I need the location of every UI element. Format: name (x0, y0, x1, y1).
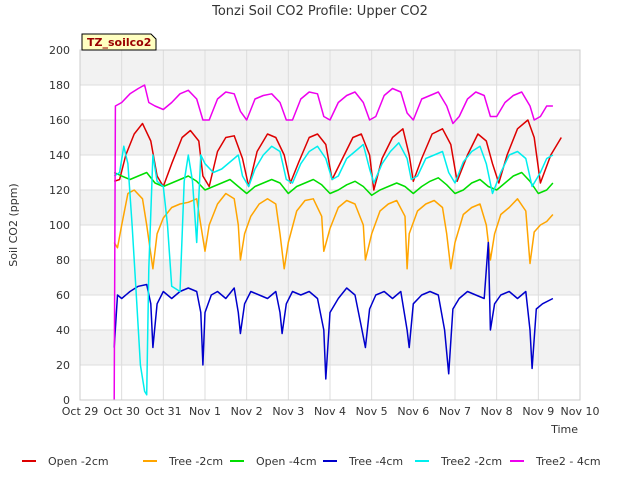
y-tick-label: 100 (49, 219, 70, 232)
chart-title: Tonzi Soil CO2 Profile: Upper CO2 (211, 4, 428, 19)
legend-label: Open -4cm (256, 455, 317, 468)
plot-frame (79, 49, 581, 401)
y-tick-label: 140 (49, 149, 70, 162)
y-tick-label: 120 (49, 184, 70, 197)
y-tick-label: 80 (56, 254, 70, 267)
series-line-2 (113, 171, 554, 197)
series-line-3 (113, 241, 554, 380)
y-axis-label: Soil CO2 (ppm) (7, 183, 20, 266)
x-tick-label: Nov 1 (189, 405, 221, 418)
series-layer (113, 84, 562, 401)
y-tick-label: 0 (63, 394, 70, 407)
x-tick-label: Nov 4 (314, 405, 346, 418)
x-tick-label: Oct 30 (103, 405, 140, 418)
y-tick-label: 180 (49, 79, 70, 92)
series-line-4 (113, 142, 554, 396)
y-tick-label: 60 (56, 289, 70, 302)
y-tick-label: 40 (56, 324, 70, 337)
x-tick-label: Nov 3 (272, 405, 304, 418)
x-tick-label: Oct 31 (145, 405, 182, 418)
y-tick-label: 200 (49, 44, 70, 57)
legend-label: Tree -2cm (168, 455, 223, 468)
legend-label: Tree -4cm (348, 455, 403, 468)
x-tick-label: Nov 8 (481, 405, 513, 418)
x-axis-label: Time (550, 423, 578, 436)
x-tick-label: Nov 2 (231, 405, 263, 418)
y-axis-ticks: 0 20 40 60 80 100 120 140 160 180 200 (49, 44, 70, 407)
series-line-1 (113, 189, 554, 270)
x-tick-label: Nov 5 (356, 405, 388, 418)
x-tick-label: Nov 6 (397, 405, 429, 418)
legend-label: Tree2 -2cm (440, 455, 502, 468)
badge: TZ_soilco2 (81, 33, 157, 51)
x-tick-label: Oct 29 (62, 405, 99, 418)
x-tick-label: Nov 9 (522, 405, 554, 418)
y-tick-label: 20 (56, 359, 70, 372)
legend: Open -2cm Tree -2cm Open -4cm Tree -4cm Tree… (22, 455, 601, 468)
x-tick-label: Nov 10 (561, 405, 600, 418)
legend-label: Tree2 - 4cm (535, 455, 601, 468)
series-line-5 (113, 84, 553, 401)
x-tick-label: Nov 7 (439, 405, 471, 418)
x-axis-ticks: Oct 29 Oct 30 Oct 31 Nov 1 Nov 2 Nov 3 Nov 4 No… (62, 405, 600, 418)
badge-text: TZ_soilco2 (87, 36, 151, 49)
badge-box (81, 33, 157, 51)
legend-label: Open -2cm (48, 455, 109, 468)
series-line-0 (113, 119, 562, 191)
y-tick-label: 160 (49, 114, 70, 127)
